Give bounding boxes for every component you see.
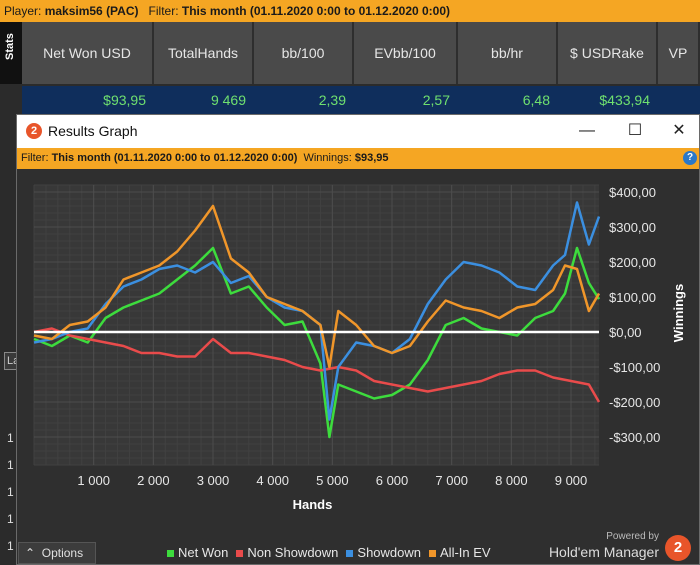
legend-label: Net Won <box>178 545 229 560</box>
stats-header-text: VP <box>668 44 688 61</box>
legend-swatch <box>346 550 354 558</box>
stats-header: Net Won USD Total Hands bb/100 EV bb/100 bb/hr… <box>22 22 700 84</box>
filter-label: Filter: <box>148 4 182 18</box>
title-bar[interactable]: 2 Results Graph — ☐ ✕ <box>17 115 699 148</box>
dialog-filter-value: This month (01.11.2020 0:00 to 01.12.202… <box>51 152 298 164</box>
x-tick-label: 1 000 <box>77 473 110 488</box>
stats-values-row[interactable]: $93,95 9 469 2,39 2,57 6,48 $433,94 <box>22 86 700 114</box>
stats-column-header[interactable]: bb/hr <box>458 22 558 84</box>
x-tick-label: 7 000 <box>435 473 468 488</box>
row-number: 1 <box>7 431 14 445</box>
legend-swatch <box>167 550 174 558</box>
stats-column-header[interactable]: VP <box>658 22 700 84</box>
player-name: maksim56 (PAC) <box>44 4 139 18</box>
x-tick-label: 3 000 <box>197 473 230 488</box>
stats-value-cell <box>658 86 700 114</box>
y-tick-label: $0,00 <box>609 325 642 340</box>
stats-header-text: $ USD <box>570 44 612 61</box>
legend-item[interactable]: All-In EV <box>429 545 491 560</box>
series-line <box>33 204 601 369</box>
dialog-filter-label: Filter: <box>21 152 52 164</box>
close-icon[interactable]: ✕ <box>672 122 686 139</box>
stats-value-cell: 6,48 <box>522 92 550 108</box>
legend-swatch <box>429 550 437 558</box>
legend-label: Showdown <box>357 545 422 560</box>
stats-header-text: Net Won USD <box>43 44 131 61</box>
stats-header-text: Hands <box>197 44 239 61</box>
y-tick-label: -$200,00 <box>609 395 660 410</box>
x-tick-label: 8 000 <box>495 473 528 488</box>
dialog-title: Results Graph <box>48 123 138 139</box>
legend-item[interactable]: Non Showdown <box>236 545 338 560</box>
stats-column-header[interactable]: Total Hands <box>154 22 254 84</box>
legend-label: Non Showdown <box>247 545 339 560</box>
app-logo-icon: 2 <box>26 123 42 139</box>
stats-header-text: Total <box>167 44 198 61</box>
brand-name: Hold'em Manager <box>548 544 659 560</box>
stats-value-cell: 9 469 <box>210 92 246 108</box>
minimize-icon[interactable]: — <box>579 122 595 139</box>
stats-header-text: bb/100 <box>281 44 325 61</box>
stats-column-header[interactable]: Net Won USD <box>22 22 154 84</box>
x-tick-label: 5 000 <box>316 473 349 488</box>
stats-value-cell: $433,94 <box>599 92 650 108</box>
stats-column-header[interactable]: $ USD Rake <box>558 22 658 84</box>
row-number: 1 <box>7 512 14 526</box>
legend-label: All-In EV <box>440 545 491 560</box>
winnings-label: Winnings: <box>303 152 355 164</box>
series-line <box>33 327 601 403</box>
maximize-icon[interactable]: ☐ <box>627 122 643 139</box>
brand-logo-icon: 2 <box>665 535 691 561</box>
stats-tab[interactable]: Stats <box>0 22 22 84</box>
results-graph-dialog: 2 Results Graph — ☐ ✕ Filter: This month… <box>16 114 700 565</box>
stats-header-text: bb/100 <box>392 44 436 61</box>
stats-header-text: EV <box>374 44 393 61</box>
legend-item[interactable]: Showdown <box>346 545 421 560</box>
row-number: 1 <box>7 539 14 553</box>
row-number: 1 <box>7 458 14 472</box>
x-tick-label: 6 000 <box>376 473 409 488</box>
y-tick-label: $300,00 <box>609 220 656 235</box>
legend-swatch <box>236 550 244 558</box>
chart-legend: Net Won Non Showdown Showdown All-In EV <box>167 545 499 560</box>
y-tick-label: $400,00 <box>609 185 656 200</box>
y-tick-label: -$300,00 <box>609 430 660 445</box>
y-tick-label: $200,00 <box>609 255 656 270</box>
x-tick-label: 4 000 <box>256 473 289 488</box>
help-icon[interactable]: ? <box>683 151 697 165</box>
results-chart: $400,00 $300,00 $200,00 $100,00 $0,00 -$100,0… <box>33 184 686 512</box>
series-line <box>33 246 601 439</box>
x-tick-label: 9 000 <box>555 473 588 488</box>
y-tick-label: -$100,00 <box>609 360 660 375</box>
x-axis-title: Hands <box>293 497 333 512</box>
series-line <box>33 201 601 421</box>
legend-item[interactable]: Net Won <box>167 545 228 560</box>
y-tick-label: $100,00 <box>609 290 656 305</box>
stats-value-cell: 2,39 <box>318 92 346 108</box>
stats-value-cell: 2,57 <box>422 92 450 108</box>
dialog-filter-bar: Filter: This month (01.11.2020 0:00 to 0… <box>17 148 699 169</box>
y-axis-title: Winnings <box>671 284 686 342</box>
stats-column-header[interactable]: bb/100 <box>254 22 354 84</box>
winnings-value: $93,95 <box>354 152 389 164</box>
stats-header-text: bb/hr <box>491 44 523 61</box>
filter-value: This month (01.11.2020 0:00 to 01.12.202… <box>181 4 451 18</box>
player-label: Player: <box>4 4 45 18</box>
powered-by-label: Powered by <box>606 531 659 542</box>
row-number: 1 <box>7 485 14 499</box>
stats-header-text: Rake <box>611 44 644 61</box>
stats-column-header[interactable]: EV bb/100 <box>354 22 458 84</box>
stats-value-cell: $93,95 <box>103 92 146 108</box>
options-button[interactable]: ⌃ Options <box>18 542 96 564</box>
player-filter-bar: Player: maksim56 (PAC) Filter: This mont… <box>0 0 700 22</box>
x-tick-label: 2 000 <box>137 473 170 488</box>
